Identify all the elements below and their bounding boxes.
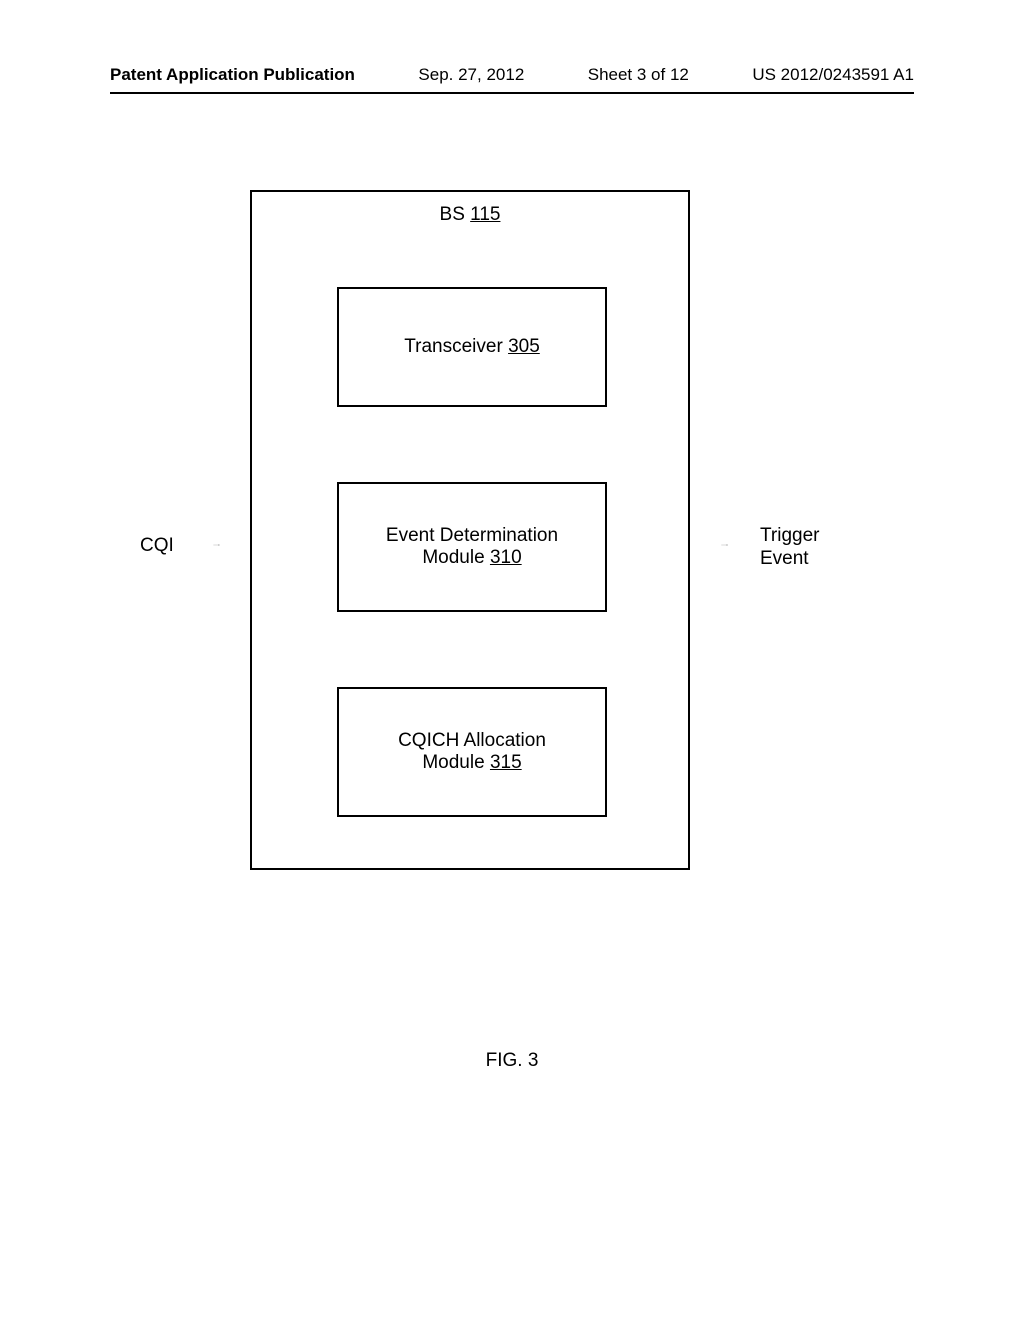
transceiver-label: Transceiver	[404, 336, 508, 357]
header-publication: Patent Application Publication	[110, 65, 355, 85]
transceiver-number: 305	[508, 336, 540, 357]
cqich-allocation-line2-prefix: Module	[422, 752, 490, 773]
bs-title: BS 115	[440, 204, 501, 226]
event-determination-line1: Event Determination	[386, 525, 558, 547]
header-docnum: US 2012/0243591 A1	[752, 65, 914, 85]
transceiver-box: Transceiver 305	[337, 287, 607, 407]
cqich-allocation-box: CQICH Allocation Module 315	[337, 687, 607, 817]
bs-title-number: 115	[470, 204, 500, 225]
output-label-line1: Trigger	[760, 525, 819, 548]
input-label-cqi: CQI	[140, 535, 174, 557]
bs-container-box: BS 115 Transceiver 305 Event Determinati…	[250, 190, 690, 870]
page-header: Patent Application Publication Sep. 27, …	[0, 65, 1024, 85]
figure-diagram: CQI BS 115 Transceiver 305 Event Determi…	[0, 190, 1024, 1090]
cqich-allocation-number: 315	[490, 752, 522, 773]
event-determination-box: Event Determination Module 310	[337, 482, 607, 612]
event-determination-line2-prefix: Module	[422, 547, 490, 568]
arrow-output	[692, 545, 757, 546]
output-label-line2: Event	[760, 548, 819, 571]
header-date: Sep. 27, 2012	[418, 65, 524, 85]
figure-caption: FIG. 3	[486, 1050, 539, 1072]
header-rule	[110, 92, 914, 94]
event-determination-number: 310	[490, 547, 522, 568]
header-sheet: Sheet 3 of 12	[588, 65, 689, 85]
bs-title-text: BS	[440, 204, 471, 225]
cqich-allocation-line1: CQICH Allocation	[398, 730, 546, 752]
arrow-input	[185, 545, 248, 546]
output-label-trigger-event: Trigger Event	[760, 525, 819, 571]
